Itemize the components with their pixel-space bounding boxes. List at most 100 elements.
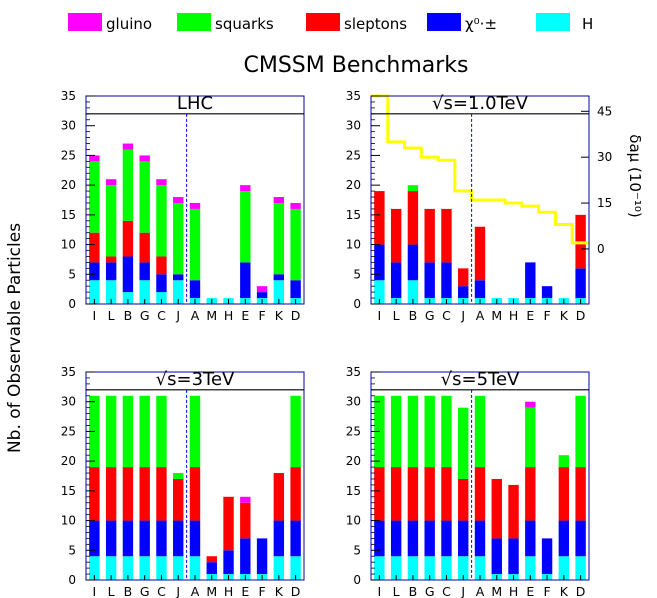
- bar-K-squarks: [558, 455, 570, 468]
- bar-I-H: [374, 556, 385, 580]
- panel-3: √s=5TeV 0 5 10 15 20 25 30 35 I L B G C J A M H E F K D: [346, 365, 590, 598]
- bar-A-χ⁰·±: [474, 280, 486, 299]
- y-tick-label: 20: [61, 454, 76, 468]
- secondary-line: [371, 94, 589, 245]
- bar-B-H: [122, 556, 134, 580]
- legend-swatch-2: [306, 13, 340, 31]
- bars: [89, 395, 301, 580]
- y-tick-label: 25: [346, 424, 361, 438]
- x-tick-label: B: [409, 308, 418, 323]
- legend-label-3: χ⁰·±: [465, 15, 497, 33]
- x-tick-label: G: [140, 584, 150, 598]
- bar-D-squarks: [575, 395, 586, 468]
- x-tick-label: K: [560, 584, 569, 598]
- bar-L-squarks: [105, 185, 117, 257]
- bar-L-sleptons: [105, 467, 117, 521]
- bar-A-squarks: [189, 395, 201, 468]
- bar-I-χ⁰·±: [89, 262, 100, 281]
- bar-E-sleptons: [240, 502, 251, 539]
- bar-D-χ⁰·±: [575, 268, 586, 299]
- bar-J-H: [173, 556, 184, 580]
- bar-L-squarks: [390, 395, 402, 468]
- bar-A-H: [189, 556, 201, 580]
- bar-H-χ⁰·±: [508, 538, 519, 575]
- legend-swatch-0: [68, 13, 102, 31]
- y-tick-label: 15: [346, 208, 361, 222]
- bar-G-H: [139, 556, 150, 580]
- x-tick-label: L: [393, 308, 400, 323]
- bar-E-χ⁰·±: [240, 538, 251, 575]
- bar-B-χ⁰·±: [122, 256, 134, 293]
- bar-B-squarks: [122, 149, 134, 221]
- bar-I-H: [89, 556, 100, 580]
- bar-L-χ⁰·±: [105, 262, 117, 281]
- panel-title: √s=3TeV: [156, 369, 235, 390]
- x-tick-label: H: [224, 584, 233, 598]
- bar-I-sleptons: [374, 467, 385, 521]
- bar-K-squarks: [273, 202, 285, 275]
- x-tick-label: A: [191, 308, 200, 323]
- x-tick-label: E: [526, 584, 534, 598]
- right-axis-title: δaμ (10⁻¹⁰): [626, 134, 644, 217]
- bar-E-χ⁰·±: [240, 262, 251, 299]
- x-tick-label: E: [241, 308, 249, 323]
- y-tick-label: 0: [353, 297, 361, 311]
- bar-A-χ⁰·±: [189, 520, 201, 557]
- bar-L-χ⁰·±: [390, 262, 402, 299]
- bar-I-χ⁰·±: [374, 244, 385, 281]
- bar-M-χ⁰·±: [491, 538, 502, 575]
- bar-M-sleptons: [491, 478, 502, 539]
- bar-E-H: [525, 556, 536, 580]
- x-tick-label: J: [460, 308, 465, 323]
- bars: [374, 395, 586, 580]
- bar-D-gluino: [290, 202, 301, 209]
- bar-I-χ⁰·±: [89, 520, 100, 557]
- bar-C-sleptons: [156, 467, 167, 521]
- chart-title: CMSSM Benchmarks: [243, 53, 468, 78]
- x-tick-label: F: [258, 584, 265, 598]
- bar-H-sleptons: [223, 496, 234, 551]
- right-tick-label: 30: [597, 150, 612, 164]
- bar-J-χ⁰·±: [173, 274, 184, 281]
- bar-J-squarks: [458, 407, 469, 479]
- bar-E-sleptons: [525, 467, 536, 521]
- x-tick-label: A: [476, 308, 485, 323]
- x-tick-label: D: [576, 584, 586, 598]
- y-tick-label: 5: [353, 267, 361, 281]
- legend-swatch-3: [427, 13, 461, 31]
- y-tick-label: 35: [61, 89, 76, 103]
- bar-H-sleptons: [508, 484, 519, 539]
- bar-I-sleptons: [374, 191, 385, 245]
- bar-B-H: [407, 280, 419, 304]
- bar-I-gluino: [89, 155, 100, 162]
- x-tick-label: L: [393, 584, 400, 598]
- y-tick-label: 35: [346, 365, 361, 379]
- bar-G-sleptons: [424, 208, 435, 263]
- y-tick-label: 20: [346, 178, 361, 192]
- bar-E-χ⁰·±: [525, 520, 536, 557]
- x-tick-label: K: [275, 584, 284, 598]
- bar-G-χ⁰·±: [139, 262, 150, 281]
- bar-K-χ⁰·±: [273, 520, 285, 557]
- bars: [374, 185, 586, 304]
- bar-K-gluino: [273, 197, 285, 203]
- bar-G-χ⁰·±: [424, 520, 435, 557]
- y-tick-label: 35: [346, 89, 361, 103]
- y-tick-label: 30: [346, 119, 361, 133]
- bar-K-sleptons: [558, 467, 570, 521]
- right-tick-label: 0: [597, 242, 605, 256]
- panel-1: 0 15 30 45 δaμ (10⁻¹⁰) √s=1.0TeV 0 5 10 15 20 25 30 3…: [346, 89, 644, 323]
- bar-B-H: [122, 292, 134, 304]
- bar-J-H: [458, 556, 469, 580]
- bar-K-χ⁰·±: [558, 520, 570, 557]
- bar-F-χ⁰·±: [541, 538, 553, 575]
- panel-title: LHC: [177, 93, 213, 114]
- x-tick-label: M: [206, 308, 217, 323]
- bar-A-sleptons: [474, 467, 486, 521]
- bar-C-χ⁰·±: [156, 274, 167, 293]
- y-tick-label: 15: [61, 208, 76, 222]
- bar-L-H: [390, 556, 402, 580]
- bar-B-χ⁰·±: [407, 520, 419, 557]
- bar-J-χ⁰·±: [458, 286, 469, 299]
- bar-C-χ⁰·±: [156, 520, 167, 557]
